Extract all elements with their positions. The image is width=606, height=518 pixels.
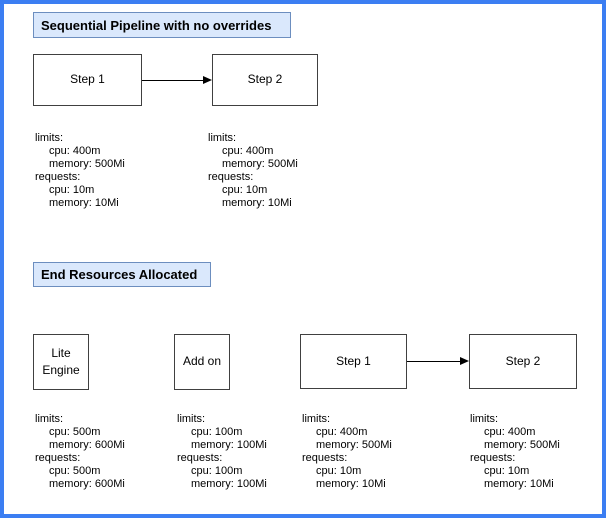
resource-line: memory: 600Mi — [49, 478, 125, 490]
resource-line: limits: — [35, 132, 64, 144]
arrow-head-icon — [460, 357, 469, 365]
resource-line: cpu: 10m — [49, 184, 95, 196]
resource-line: cpu: 10m — [484, 465, 530, 477]
resource-line: memory: 100Mi — [191, 439, 267, 451]
arrow-head-icon — [203, 76, 212, 84]
resource-line: limits: — [302, 413, 331, 425]
resource-block-step1-bottom: limits: cpu: 400m memory: 500Mi requests: cp… — [302, 413, 392, 491]
resource-line: memory: 500Mi — [316, 439, 392, 451]
resource-line: cpu: 400m — [484, 426, 536, 438]
resource-line: limits: — [208, 132, 237, 144]
arrow-step1-to-step2-bottom — [407, 356, 469, 366]
node-add-on: Add on — [174, 334, 230, 390]
resource-line: memory: 600Mi — [49, 439, 125, 451]
resource-line: requests: — [302, 452, 348, 464]
resource-block-add-on: limits: cpu: 100m memory: 100Mi requests: cp… — [177, 413, 267, 491]
resource-line: cpu: 10m — [316, 465, 362, 477]
resource-line: memory: 10Mi — [49, 197, 119, 209]
resource-line: limits: — [177, 413, 206, 425]
node-step-1-bottom: Step 1 — [300, 334, 407, 389]
node-lite-engine: Lite Engine — [33, 334, 89, 390]
resource-block-step1-top: limits: cpu: 400m memory: 500Mi requests: cp… — [35, 132, 125, 210]
resource-line: requests: — [470, 452, 516, 464]
resource-line: cpu: 100m — [191, 465, 243, 477]
node-label: Step 2 — [247, 72, 283, 87]
resource-block-step2-bottom: limits: cpu: 400m memory: 500Mi requests: cp… — [470, 413, 560, 491]
resource-line: requests: — [208, 171, 254, 183]
node-step-1-top: Step 1 — [33, 54, 142, 106]
resource-line: cpu: 400m — [49, 145, 101, 157]
arrow-step1-to-step2-top — [142, 75, 212, 85]
node-label: Lite Engine — [42, 345, 80, 377]
node-label: Step 2 — [505, 353, 541, 368]
resource-block-lite-engine: limits: cpu: 500m memory: 600Mi requests: cp… — [35, 413, 125, 491]
resource-line: memory: 500Mi — [49, 158, 125, 170]
node-step-2-top: Step 2 — [212, 54, 318, 106]
node-label: Step 1 — [336, 353, 371, 368]
resource-line: memory: 10Mi — [316, 478, 386, 490]
resource-line: cpu: 500m — [49, 426, 101, 438]
arrow-shaft — [407, 361, 461, 362]
section-title-sequential-pipeline: Sequential Pipeline with no overrides — [33, 12, 291, 38]
resource-line: memory: 500Mi — [222, 158, 298, 170]
resource-line: requests: — [35, 452, 81, 464]
resource-line: memory: 10Mi — [484, 478, 554, 490]
resource-line: cpu: 400m — [316, 426, 368, 438]
resource-line: memory: 10Mi — [222, 197, 292, 209]
resource-line: limits: — [35, 413, 64, 425]
resource-block-step2-top: limits: cpu: 400m memory: 500Mi requests: cp… — [208, 132, 298, 210]
resource-line: cpu: 400m — [222, 145, 274, 157]
resource-line: cpu: 500m — [49, 465, 101, 477]
section-title-end-resources: End Resources Allocated — [33, 262, 211, 287]
node-label: Step 1 — [70, 72, 105, 87]
arrow-shaft — [142, 80, 204, 81]
node-label: Add on — [182, 354, 222, 369]
node-step-2-bottom: Step 2 — [469, 334, 577, 389]
resource-line: requests: — [35, 171, 81, 183]
resource-line: memory: 500Mi — [484, 439, 560, 451]
resource-line: cpu: 10m — [222, 184, 268, 196]
resource-line: cpu: 100m — [191, 426, 243, 438]
resource-line: limits: — [470, 413, 499, 425]
resource-line: requests: — [177, 452, 223, 464]
resource-line: memory: 100Mi — [191, 478, 267, 490]
